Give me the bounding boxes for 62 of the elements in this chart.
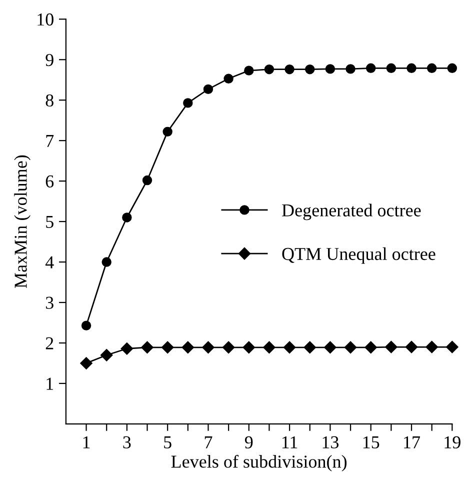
point xyxy=(183,98,193,108)
point xyxy=(120,342,134,355)
point xyxy=(305,64,315,74)
point xyxy=(81,320,92,330)
point xyxy=(203,84,214,94)
point xyxy=(222,341,235,354)
y-tick-label: 4 xyxy=(45,256,54,268)
point xyxy=(100,349,113,362)
point xyxy=(283,341,296,354)
point xyxy=(406,63,416,73)
x-tick-label: 17 xyxy=(404,436,420,448)
point xyxy=(366,63,376,73)
x-tick-label: 9 xyxy=(244,436,253,448)
point xyxy=(202,341,214,354)
point xyxy=(446,340,458,354)
point xyxy=(162,126,172,137)
x-tick-label: 1 xyxy=(83,436,90,448)
point xyxy=(182,341,194,354)
point xyxy=(386,63,396,73)
point xyxy=(364,341,377,354)
x-tick-label: 7 xyxy=(204,436,212,448)
y-tick-label: 2 xyxy=(46,337,54,350)
point xyxy=(80,357,92,370)
x-tick-label: 13 xyxy=(322,436,339,448)
x-tick-label: 15 xyxy=(363,436,380,448)
x-tick-label: 5 xyxy=(164,436,172,448)
y-tick-label: 1 xyxy=(46,378,54,390)
point xyxy=(122,212,132,222)
point xyxy=(324,341,336,354)
point xyxy=(447,63,458,73)
x-tick-label: 3 xyxy=(123,436,131,448)
y-tick-label: 7 xyxy=(46,135,54,147)
point xyxy=(304,341,316,354)
point xyxy=(102,257,112,267)
x-tick-label: 19 xyxy=(444,436,460,448)
x-tick-label: 11 xyxy=(282,436,298,448)
point xyxy=(263,341,276,354)
x-axis-title: Levels of subdivision(n) xyxy=(171,454,347,472)
point xyxy=(242,341,255,354)
y-tick-label: 5 xyxy=(46,216,54,228)
point xyxy=(344,341,357,354)
point xyxy=(426,340,438,354)
y-tick-label: 6 xyxy=(46,175,54,188)
point xyxy=(141,341,154,354)
point xyxy=(426,63,437,73)
point xyxy=(405,340,418,354)
point xyxy=(224,74,234,84)
point xyxy=(385,340,398,354)
point xyxy=(142,175,152,186)
y-tick-label: 3 xyxy=(46,296,54,309)
point xyxy=(284,64,294,74)
y-axis-title: MaxMin (volume) xyxy=(14,155,31,288)
legend-label: Degenerated octree xyxy=(282,204,421,220)
y-tick-label: 8 xyxy=(46,94,54,107)
point xyxy=(264,64,274,74)
y-tick-label: 9 xyxy=(46,54,54,66)
point xyxy=(325,64,336,74)
legend-label: QTM Unequal octree xyxy=(282,247,436,264)
point xyxy=(161,341,174,354)
point xyxy=(346,64,356,74)
y-tick-label: 10 xyxy=(38,13,54,26)
point xyxy=(244,66,254,76)
